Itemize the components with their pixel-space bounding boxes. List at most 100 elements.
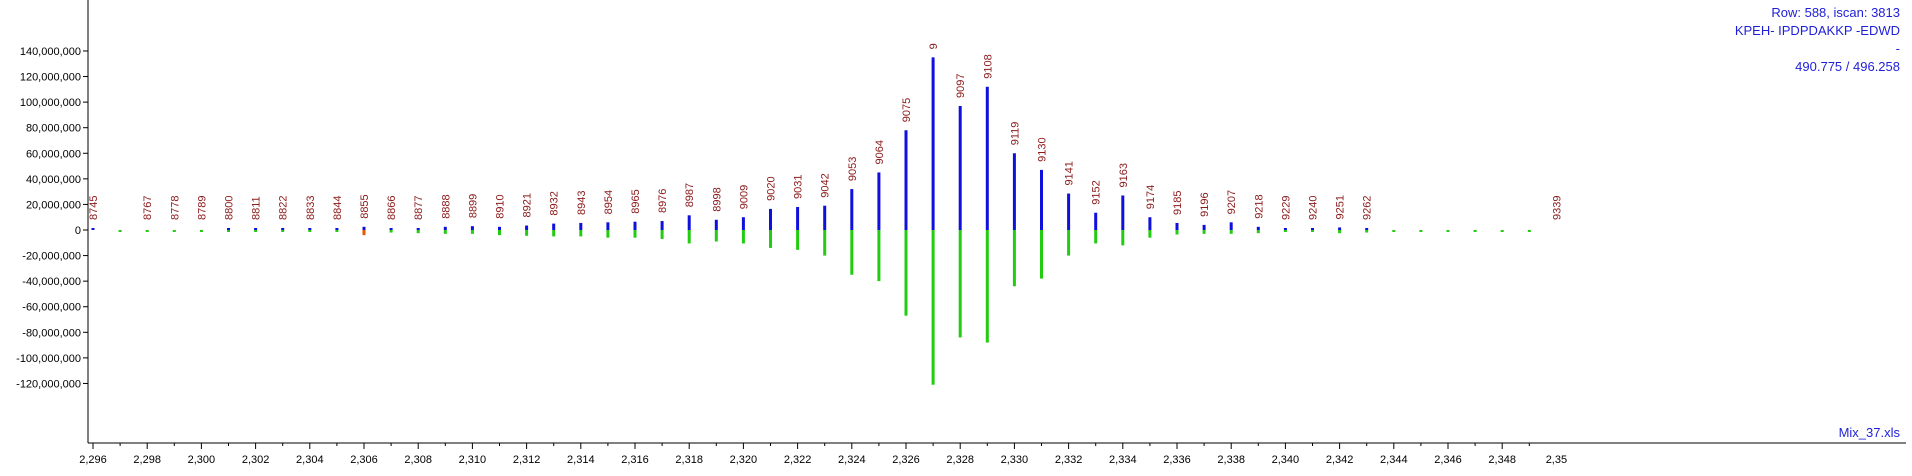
positive-bar[interactable]	[823, 205, 827, 230]
negative-bar[interactable]	[227, 230, 230, 232]
positive-bar[interactable]	[1338, 227, 1342, 230]
peak-label: 8976	[657, 189, 669, 213]
positive-bar[interactable]	[741, 217, 745, 230]
negative-bar[interactable]	[1094, 230, 1098, 244]
negative-bar[interactable]	[958, 230, 962, 338]
positive-bar[interactable]	[525, 225, 529, 230]
negative-bar[interactable]	[1229, 230, 1233, 234]
negative-bar[interactable]	[172, 230, 176, 232]
positive-bar[interactable]	[1365, 228, 1369, 230]
positive-bar[interactable]	[1283, 228, 1287, 230]
positive-bar[interactable]	[227, 228, 230, 230]
negative-bar[interactable]	[470, 230, 474, 234]
positive-bar[interactable]	[633, 221, 637, 230]
negative-bar[interactable]	[904, 230, 908, 316]
negative-bar[interactable]	[443, 230, 447, 234]
negative-bar[interactable]	[552, 230, 556, 237]
negative-bar[interactable]	[389, 230, 393, 233]
negative-bar[interactable]	[931, 230, 935, 385]
negative-bar[interactable]	[1419, 230, 1423, 232]
negative-bar[interactable]	[660, 230, 664, 239]
positive-bar[interactable]	[1121, 195, 1125, 230]
positive-bar[interactable]	[281, 228, 285, 230]
positive-bar[interactable]	[335, 228, 339, 230]
positive-bar[interactable]	[1256, 226, 1260, 230]
negative-bar[interactable]	[606, 230, 610, 238]
positive-bar[interactable]	[1094, 212, 1098, 230]
positive-bar[interactable]	[470, 226, 474, 230]
positive-bar[interactable]	[877, 172, 881, 230]
negative-bar[interactable]	[714, 230, 718, 242]
positive-bar[interactable]	[1012, 153, 1016, 230]
positive-bar[interactable]	[687, 215, 691, 230]
negative-bar[interactable]	[281, 230, 285, 232]
negative-bar[interactable]	[254, 230, 258, 232]
positive-bar[interactable]	[1311, 228, 1314, 230]
positive-bar[interactable]	[362, 226, 366, 230]
positive-bar[interactable]	[904, 130, 908, 230]
negative-bar[interactable]	[145, 230, 149, 232]
negative-bar[interactable]	[1338, 230, 1342, 234]
negative-bar[interactable]	[1283, 230, 1287, 232]
positive-bar[interactable]	[579, 222, 583, 230]
negative-bar[interactable]	[1121, 230, 1125, 246]
positive-bar[interactable]	[1229, 222, 1233, 230]
positive-bar[interactable]	[91, 228, 95, 230]
positive-bar[interactable]	[985, 86, 989, 230]
negative-bar[interactable]	[335, 230, 339, 232]
negative-bar[interactable]	[985, 230, 989, 343]
positive-bar[interactable]	[1148, 217, 1152, 230]
negative-bar[interactable]	[1365, 230, 1369, 233]
negative-bar[interactable]	[1067, 230, 1071, 256]
negative-bar[interactable]	[687, 230, 691, 244]
positive-bar[interactable]	[443, 226, 447, 230]
negative-bar[interactable]	[1392, 230, 1396, 232]
negative-bar[interactable]	[769, 230, 772, 248]
negative-bar[interactable]	[308, 230, 312, 232]
negative-bar[interactable]	[199, 230, 203, 232]
positive-bar[interactable]	[1040, 169, 1043, 230]
positive-bar[interactable]	[714, 219, 718, 230]
positive-bar[interactable]	[254, 228, 258, 230]
negative-bar[interactable]	[498, 230, 501, 236]
negative-bar[interactable]	[850, 230, 854, 275]
negative-bar[interactable]	[877, 230, 881, 282]
positive-bar[interactable]	[389, 228, 393, 230]
negative-bar[interactable]	[633, 230, 637, 238]
negative-bar[interactable]	[1256, 230, 1260, 234]
positive-bar[interactable]	[850, 189, 854, 230]
positive-bar[interactable]	[958, 105, 962, 230]
negative-bar[interactable]	[1311, 230, 1314, 232]
positive-bar[interactable]	[1067, 193, 1071, 230]
negative-bar[interactable]	[741, 230, 745, 244]
positive-bar[interactable]	[552, 223, 556, 230]
negative-bar[interactable]	[416, 230, 420, 234]
positive-bar[interactable]	[416, 228, 420, 230]
positive-bar[interactable]	[769, 208, 772, 230]
negative-bar[interactable]	[1202, 230, 1206, 234]
positive-bar[interactable]	[498, 226, 501, 230]
negative-bar[interactable]	[823, 230, 827, 256]
negative-bar[interactable]	[1040, 230, 1043, 279]
positive-bar[interactable]	[931, 57, 935, 231]
negative-bar[interactable]	[1175, 230, 1179, 235]
positive-bar[interactable]	[308, 228, 312, 230]
negative-bar[interactable]	[525, 230, 529, 236]
positive-bar[interactable]	[606, 222, 610, 230]
positive-bar[interactable]	[1175, 222, 1179, 230]
negative-bar[interactable]	[796, 230, 800, 250]
positive-bar[interactable]	[660, 221, 664, 230]
negative-bar[interactable]	[1012, 230, 1016, 287]
positive-bar[interactable]	[796, 206, 800, 230]
positive-bar[interactable]	[1202, 224, 1206, 230]
negative-bar[interactable]	[1473, 230, 1477, 232]
negative-bar[interactable]	[1500, 230, 1504, 232]
negative-bar[interactable]	[1527, 230, 1531, 232]
negative-bar[interactable]	[1148, 230, 1152, 238]
negative-bar[interactable]	[1446, 230, 1450, 232]
negative-bar[interactable]	[579, 230, 583, 237]
negative-bar[interactable]	[118, 230, 122, 232]
highlight-bar[interactable]	[362, 230, 366, 236]
